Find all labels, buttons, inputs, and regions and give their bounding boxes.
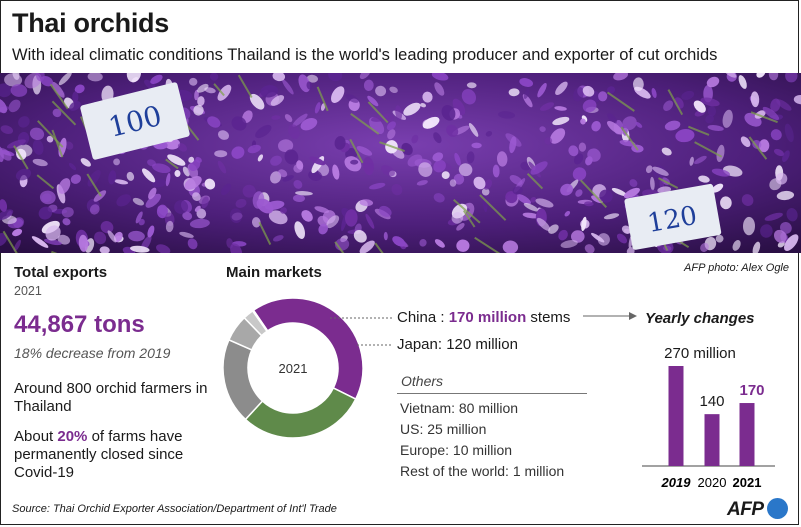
bar-2021 bbox=[739, 403, 755, 466]
bar-value-label-2021: 170 bbox=[739, 382, 764, 399]
donut-center-label: 2021 bbox=[279, 361, 308, 376]
closed-farms-percent: 20% bbox=[57, 428, 88, 445]
total-exports-tons: 44,867 tons bbox=[14, 311, 145, 338]
page-title: Thai orchids bbox=[12, 8, 169, 38]
closed-farms-fact: About 20% of farms have permanently clos… bbox=[14, 428, 184, 481]
orchid-photo: 100 120 bbox=[0, 73, 801, 253]
other-market-rest: Rest of the world: 1 million bbox=[400, 463, 565, 479]
china-market-label: China : 170 million stems bbox=[397, 309, 571, 326]
yearly-changes-title: Yearly changes bbox=[645, 310, 755, 327]
source-note: Source: Thai Orchid Exporter Association… bbox=[12, 503, 337, 515]
other-market-vietnam: Vietnam: 80 million bbox=[400, 400, 519, 416]
decrease-note: 18% decrease from 2019 bbox=[14, 345, 171, 361]
others-label: Others bbox=[401, 373, 444, 389]
markets-donut-chart: 2021 bbox=[222, 297, 364, 439]
total-exports-year: 2021 bbox=[14, 284, 42, 298]
bar-category-label-2020: 2020 bbox=[698, 475, 727, 490]
bar-2019 bbox=[668, 366, 684, 466]
bar-value-label-2019: 270 million bbox=[664, 345, 736, 362]
price-tag-left: 100 bbox=[80, 82, 190, 160]
photo-credit: AFP photo: Alex Ogle bbox=[684, 262, 789, 274]
donut-slice-rest-of-the-world bbox=[251, 309, 269, 333]
afp-logo-text: AFP bbox=[727, 499, 764, 520]
bar-category-label-2019: 2019 bbox=[661, 475, 692, 490]
china-market-value: 170 million bbox=[448, 309, 527, 326]
total-exports-heading: Total exports bbox=[14, 264, 108, 281]
page-subtitle: With ideal climatic conditions Thailand … bbox=[12, 46, 718, 64]
japan-market-label: Japan: 120 million bbox=[397, 336, 518, 353]
other-market-europe: Europe: 10 million bbox=[400, 442, 513, 458]
other-market-us: US: 25 million bbox=[400, 421, 487, 437]
afp-logo-icon bbox=[767, 498, 788, 519]
bar-2020 bbox=[704, 414, 720, 466]
price-tag-right: 120 bbox=[624, 183, 722, 250]
bar-value-label-2020: 140 bbox=[699, 393, 724, 410]
others-divider bbox=[397, 393, 587, 394]
bar-category-label-2021: 2021 bbox=[733, 475, 762, 490]
farmers-fact: Around 800 orchid farmers in Thailand bbox=[14, 380, 208, 415]
donut-slice-china bbox=[252, 297, 364, 401]
main-markets-heading: Main markets bbox=[226, 264, 322, 281]
